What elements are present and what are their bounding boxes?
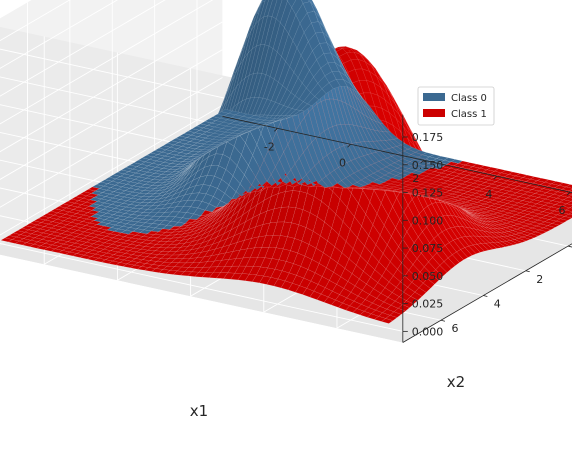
x-tick	[274, 128, 278, 132]
y-tick	[440, 319, 446, 322]
surface-facet-class-1	[530, 231, 544, 236]
legend-label-class-1: Class 1	[451, 109, 487, 120]
x-tick	[493, 175, 498, 180]
surface-facet-class-1	[406, 296, 419, 305]
y-tick-label: 6	[452, 322, 459, 335]
gridline	[0, 0, 119, 69]
z-tick-label: 0.075	[412, 242, 444, 255]
z-tick-label: 0.125	[412, 187, 444, 200]
surface-facet-class-1	[569, 206, 572, 209]
z-tick-label: 0.100	[412, 214, 444, 227]
surface-facet-class-1	[431, 269, 444, 281]
surface-facet-class-0	[258, 0, 263, 8]
surface-facet-class-1	[566, 201, 572, 206]
y-axis-line	[402, 243, 572, 343]
y-tick	[525, 270, 530, 273]
y-tick-label: 2	[536, 273, 543, 286]
z-tick-label: 0.000	[412, 325, 444, 338]
gridline	[0, 243, 403, 332]
y-tick	[568, 245, 572, 248]
surface-facet-class-1	[509, 239, 523, 244]
legend: Class 0 Class 1	[417, 86, 495, 126]
z-tick-label: 0.150	[412, 159, 444, 172]
gridline	[0, 104, 223, 236]
y-tick-label: 4	[494, 298, 501, 311]
gridline	[0, 0, 71, 42]
y-tick	[483, 295, 488, 297]
x-tick-label: 2	[412, 172, 419, 185]
z-tick-label: 0.175	[412, 131, 444, 144]
surface-facet-class-1	[485, 242, 498, 250]
legend-label-class-0: Class 0	[451, 93, 487, 104]
surface-facet-class-1	[568, 212, 572, 216]
x-axis-label: x1	[190, 402, 208, 420]
x-tick	[347, 143, 351, 148]
surface-facet-class-0	[263, 0, 273, 18]
surface-facet-class-1	[565, 184, 572, 189]
gridline	[0, 21, 223, 153]
x-tick	[566, 191, 571, 196]
z-tick-label: 0.025	[412, 298, 444, 311]
surface-facet-class-1	[505, 240, 519, 246]
surface-facet-class-0	[286, 0, 289, 2]
legend-swatch-class-0	[423, 93, 445, 101]
x-axis-line	[222, 115, 572, 193]
x-tick-label: 4	[485, 188, 492, 201]
surface-facet-class-1	[547, 223, 560, 228]
x-tick	[420, 159, 424, 164]
x-tick-label: 6	[559, 204, 566, 217]
surface-facet-class-1	[410, 291, 423, 301]
gridline	[0, 0, 166, 97]
surface-facet-class-1	[567, 194, 572, 199]
surface-facet-class-1	[414, 287, 427, 297]
surface-facet-class-1	[514, 238, 527, 243]
surface-facet-class-1	[526, 233, 540, 238]
gridline	[0, 49, 223, 180]
x-tick-label: -2	[264, 140, 275, 153]
legend-swatch-class-1	[423, 109, 445, 117]
surface-facet-class-1	[565, 207, 572, 212]
surface-facet-class-1	[551, 220, 564, 226]
surface-plot	[0, 0, 572, 324]
z-tick-label: 0.050	[412, 270, 444, 283]
surface-facet-class-1	[397, 304, 410, 312]
y-axis-label: x2	[447, 373, 465, 391]
surface-facet-class-1	[518, 236, 531, 242]
surface-facet-class-0	[271, 0, 283, 20]
surface-facet-class-1	[568, 189, 572, 192]
surface-facet-class-1	[427, 273, 439, 285]
surface-facet-class-1	[555, 218, 569, 223]
axis-ticks: -20246-202460.0000.0250.0500.0750.1000.1…	[222, 114, 572, 343]
surface-facet-class-0	[287, 0, 297, 8]
x-tick-label: 0	[339, 156, 346, 169]
gridline	[0, 77, 223, 208]
gridline	[0, 0, 214, 125]
